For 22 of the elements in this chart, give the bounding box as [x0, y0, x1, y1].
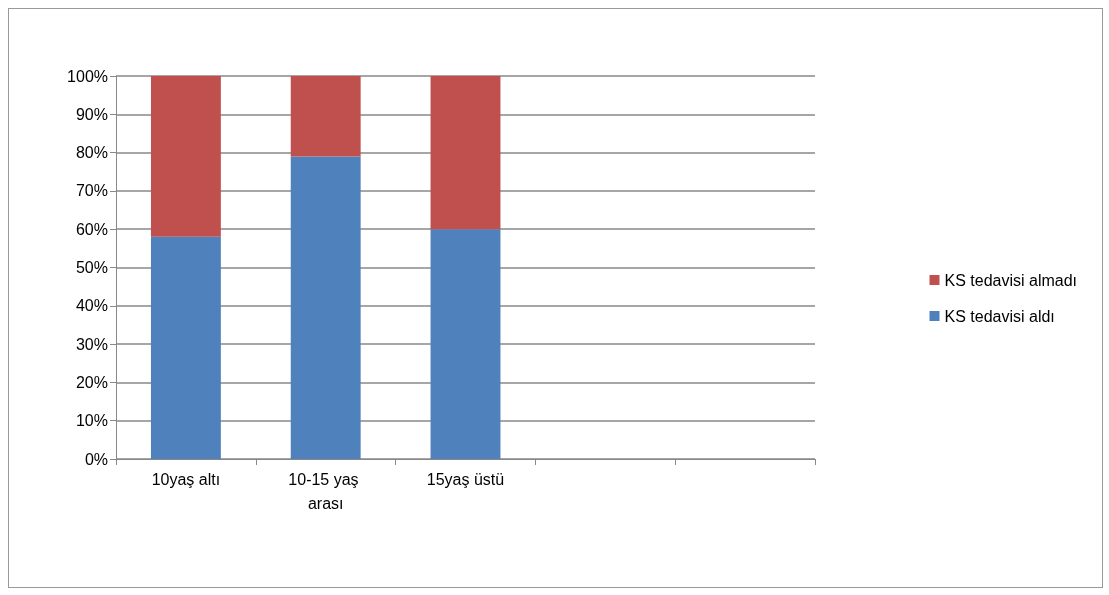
- bar: [290, 156, 361, 459]
- y-tick-label: 50%: [75, 259, 108, 276]
- y-tick-label: 0%: [84, 450, 108, 468]
- legend-label: KS tedavisi aldı: [944, 307, 1055, 325]
- bar: [290, 76, 361, 157]
- x-tick-label: 10-15 yaş arası: [288, 470, 364, 512]
- y-tick-label: 40%: [75, 297, 108, 315]
- y-tick-label: 80%: [75, 144, 108, 162]
- y-tick-label: 60%: [75, 220, 108, 238]
- y-tick-label: 70%: [75, 182, 108, 200]
- bar: [150, 236, 221, 459]
- y-tick-label: 90%: [75, 105, 108, 123]
- x-tick-label: 15yaş üstü: [426, 470, 505, 488]
- legend-label: KS tedavisi almadı: [944, 271, 1078, 289]
- bar: [430, 229, 501, 459]
- x-tick-label: 10yaş altı: [151, 470, 221, 488]
- y-tick-label: 20%: [75, 373, 108, 391]
- bar: [150, 76, 221, 237]
- y-tick-label: 30%: [75, 335, 108, 353]
- y-tick-label: 100%: [67, 67, 108, 85]
- y-tick-label: 10%: [75, 412, 108, 430]
- bar: [430, 76, 501, 230]
